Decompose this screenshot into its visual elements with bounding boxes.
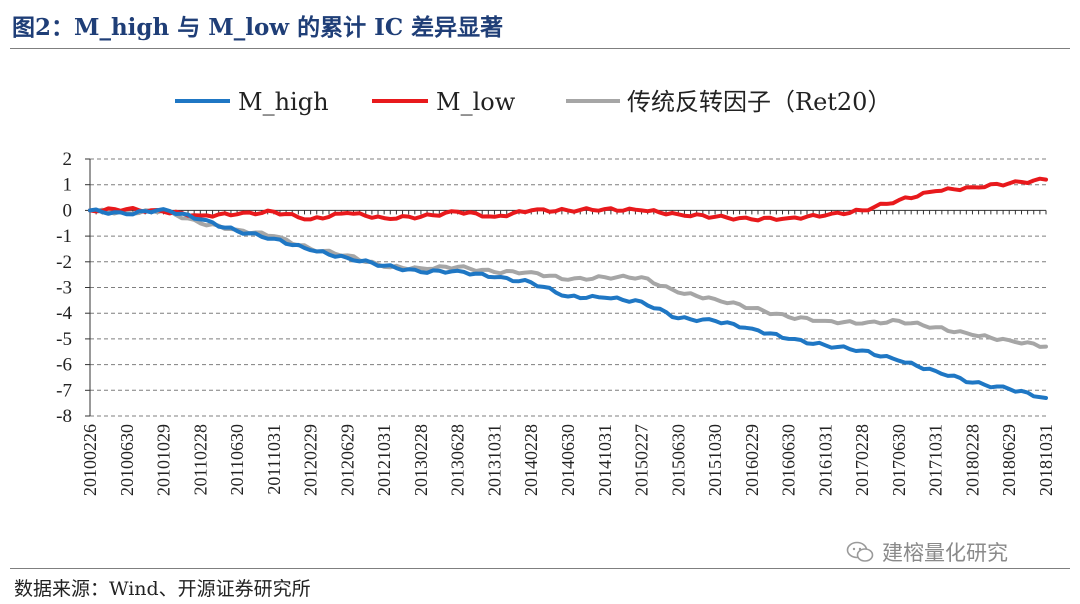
x-tick-label: 20101029: [154, 424, 174, 496]
grid-lines: [90, 158, 1046, 417]
y-tick-label: -3: [56, 278, 72, 299]
legend-m-high-label: M_high: [238, 88, 329, 116]
y-tick-label: -1: [56, 226, 72, 247]
series-line-m-low: [88, 176, 1048, 223]
x-tick-label: 20161031: [815, 424, 835, 496]
x-tick-label: 20100226: [80, 424, 100, 496]
x-tick-labels: 20100226 20100630 20101029 20110228 20110630…: [80, 424, 1056, 496]
x-tick-label: 20120229: [301, 424, 321, 496]
x-tick-label: 20140228: [521, 424, 541, 496]
y-tick-labels: 2 1 0 -1 -2 -3 -4 -5 -6 -7 -8: [56, 149, 72, 427]
watermark-text: 建榕量化研究: [882, 541, 1008, 565]
series-lines: [88, 176, 1048, 400]
watermark: 建榕量化研究: [846, 537, 1008, 567]
legend: M_high M_low 传统反转因子（Ret20）: [175, 88, 891, 116]
figure-title: 图2：M_high 与 M_low 的累计 IC 差异显著: [12, 14, 504, 41]
x-tick-label: 20181031: [1036, 424, 1056, 496]
y-tick-label: -8: [56, 406, 72, 427]
legend-ret20-label: 传统反转因子（Ret20）: [627, 88, 891, 116]
x-tick-label: 20130628: [448, 424, 468, 496]
y-tick-label: -5: [56, 329, 72, 350]
x-tick-label: 20170630: [889, 424, 909, 496]
y-tick-label: -2: [56, 252, 72, 273]
wechat-icon: [846, 541, 874, 562]
y-tick-label: -7: [56, 380, 72, 401]
x-tick-label: 20160229: [742, 424, 762, 496]
series-line-m-high: [88, 207, 1048, 400]
x-tick-label: 20170228: [852, 424, 872, 496]
y-tick-label: 2: [63, 149, 73, 170]
x-tick-label: 20100630: [117, 424, 137, 496]
x-tick-label: 20180629: [999, 424, 1019, 496]
x-tick-label: 20171031: [926, 424, 946, 496]
x-tick-label: 20180228: [962, 424, 982, 496]
legend-m-low-label: M_low: [436, 88, 516, 116]
x-tick-label: 20150227: [632, 424, 652, 496]
y-tick-label: 0: [63, 200, 73, 221]
x-tick-label: 20131031: [484, 424, 504, 496]
y-tick-label: -4: [56, 303, 72, 324]
x-tick-label: 20130228: [411, 424, 431, 496]
x-tick-label: 20150630: [668, 424, 688, 496]
y-tick-label: 1: [63, 175, 73, 196]
x-tick-label: 20140630: [558, 424, 578, 496]
x-tick-label: 20141031: [595, 424, 615, 496]
x-tick-label: 20121031: [374, 424, 394, 496]
x-tick-label: 20110228: [190, 424, 210, 495]
source-divider: [10, 568, 1070, 569]
title-divider: [10, 48, 1070, 49]
data-source: 数据来源：Wind、开源证券研究所: [14, 578, 311, 600]
x-tick-label: 20120629: [337, 424, 357, 496]
x-tick-label: 20110630: [227, 424, 247, 495]
x-tick-label: 20160630: [779, 424, 799, 496]
x-tick-label: 20151030: [705, 424, 725, 496]
y-tick-label: -6: [56, 355, 72, 376]
x-tick-label: 20111031: [264, 424, 284, 495]
